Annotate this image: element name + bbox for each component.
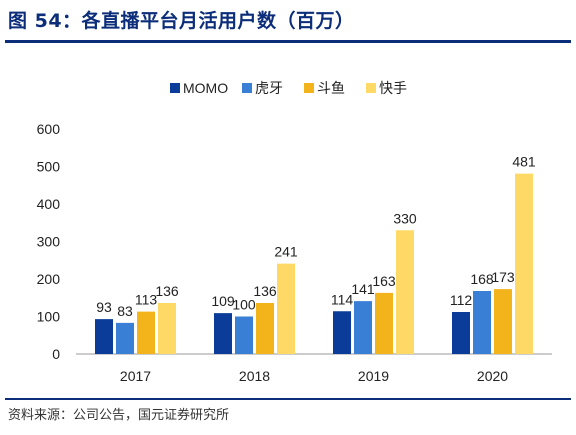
x-tick-label: 2019 <box>358 368 389 384</box>
legend-swatch <box>170 83 180 93</box>
data-label: 136 <box>155 283 179 299</box>
data-label: 481 <box>512 154 536 170</box>
legend-swatch <box>242 83 252 93</box>
data-label: 109 <box>211 293 235 309</box>
source-note: 资料来源：公司公告，国元证券研究所 <box>8 408 230 423</box>
legend-label: 虎牙 <box>255 80 283 96</box>
bar-2020-3 <box>515 173 533 354</box>
bar-2018-3 <box>277 263 295 354</box>
bar-2019-1 <box>354 301 372 354</box>
bar-2019-0 <box>333 311 351 354</box>
data-label: 330 <box>393 210 417 226</box>
data-label: 168 <box>470 271 494 287</box>
bar-2020-2 <box>494 289 512 354</box>
bar-2017-3 <box>158 303 176 354</box>
legend-label: 快手 <box>379 80 407 96</box>
bar-2019-3 <box>396 230 414 354</box>
x-tick-label: 2018 <box>239 368 270 384</box>
bar-2018-2 <box>256 303 274 354</box>
legend-swatch <box>304 83 314 93</box>
y-tick-label: 600 <box>37 121 61 137</box>
title-rule <box>5 40 571 43</box>
y-tick-label: 100 <box>37 309 61 325</box>
data-label: 112 <box>450 292 473 308</box>
data-label: 113 <box>135 292 158 308</box>
bar-2019-2 <box>375 292 393 354</box>
data-label: 163 <box>372 273 396 289</box>
bar-2020-1 <box>473 291 491 354</box>
y-tick-label: 300 <box>37 234 61 250</box>
legend-swatch <box>366 83 376 93</box>
data-label: 173 <box>491 269 515 285</box>
data-label: 114 <box>331 291 354 307</box>
footer-rule <box>5 398 571 400</box>
x-tick-label: 2020 <box>477 368 508 384</box>
data-label: 83 <box>117 303 133 319</box>
bar-2017-0 <box>95 319 113 354</box>
bar-2018-0 <box>214 313 232 354</box>
data-label: 100 <box>232 297 256 313</box>
data-label: 141 <box>351 281 375 297</box>
bar-2018-1 <box>235 316 253 354</box>
y-tick-label: 200 <box>37 271 61 287</box>
bar-2017-2 <box>137 311 155 354</box>
data-label: 136 <box>253 283 277 299</box>
x-tick-label: 2017 <box>120 368 151 384</box>
y-tick-label: 400 <box>37 196 61 212</box>
figure-title: 图 54：各直播平台月活用户数（百万） <box>8 10 355 32</box>
y-tick-label: 0 <box>52 346 60 362</box>
bar-2017-1 <box>116 322 134 354</box>
legend-label: 斗鱼 <box>317 80 345 96</box>
bar-2020-0 <box>452 312 470 354</box>
y-tick-label: 500 <box>37 159 61 175</box>
legend-label: MOMO <box>183 80 228 96</box>
data-label: 93 <box>96 299 112 315</box>
data-label: 241 <box>274 244 298 260</box>
